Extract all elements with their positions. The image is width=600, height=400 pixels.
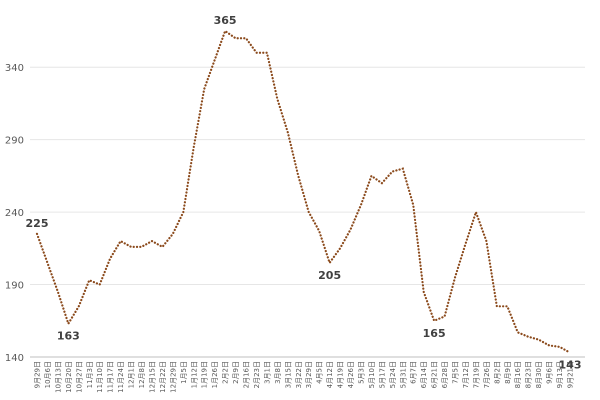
y-tick-label: 290 — [5, 136, 24, 147]
x-tick-label: 1月19日 — [201, 361, 209, 388]
data-label: 205 — [318, 269, 341, 282]
x-tick-label: 9月21日 — [567, 361, 575, 388]
x-tick-label: 9月29日 — [34, 361, 42, 388]
y-tick-label: 140 — [5, 353, 24, 364]
x-tick-label: 5月10日 — [368, 361, 376, 388]
x-tick-label: 2月9日 — [232, 361, 240, 384]
x-tick-label: 12月22日 — [159, 361, 167, 393]
x-tick-label: 6月21日 — [431, 361, 439, 388]
x-tick-label: 11月17日 — [107, 361, 115, 393]
x-tick-label: 12月15日 — [148, 361, 156, 393]
x-tick-label: 12月1日 — [128, 361, 136, 388]
x-tick-label: 3月8日 — [274, 361, 282, 384]
x-tick-label: 6月7日 — [410, 361, 418, 384]
x-tick-label: 3月15日 — [284, 361, 292, 388]
x-tick-label: 2月16日 — [243, 361, 251, 388]
x-tick-label: 3月1日 — [263, 361, 271, 384]
x-tick-label: 1月26日 — [211, 361, 219, 388]
x-tick-label: 7月19日 — [472, 361, 480, 388]
x-tick-label: 10月20日 — [65, 361, 73, 393]
x-tick-label: 7月26日 — [483, 361, 491, 388]
data-label: 225 — [26, 217, 49, 230]
x-tick-label: 5月24日 — [389, 361, 397, 388]
x-tick-label: 11月10日 — [96, 361, 104, 393]
x-tick-label: 4月26日 — [347, 361, 355, 388]
line — [35, 29, 572, 354]
y-tick-label: 240 — [5, 208, 24, 219]
x-tick-label: 6月28日 — [441, 361, 449, 388]
x-tick-label: 7月12日 — [462, 361, 470, 388]
data-label: 365 — [214, 14, 237, 27]
x-tick-label: 3月22日 — [295, 361, 303, 388]
data-label: 165 — [423, 327, 446, 340]
x-tick-label: 1月12日 — [190, 361, 198, 388]
x-tick-label: 4月19日 — [337, 361, 345, 388]
x-tick-label: 11月3日 — [86, 361, 94, 388]
x-tick-label: 1月5日 — [180, 361, 188, 384]
x-tick-label: 5月17日 — [378, 361, 386, 388]
x-tick-label: 8月9日 — [504, 361, 512, 384]
x-tick-label: 12月8日 — [138, 361, 146, 388]
data-label: 163 — [57, 330, 80, 343]
x-tick-label: 4月12日 — [326, 361, 334, 388]
x-tick-label: 2月2日 — [222, 361, 230, 384]
x-tick-label: 3月29日 — [305, 361, 313, 388]
x-tick-label: 9月6日 — [546, 361, 554, 384]
x-tick-label: 8月30日 — [535, 361, 543, 388]
data-label: 143 — [559, 359, 582, 372]
x-tick-label: 11月24日 — [117, 361, 125, 393]
x-tick-label: 9月13日 — [556, 361, 564, 388]
x-tick-label: 10月6日 — [44, 361, 52, 388]
x-tick-label: 8月23日 — [525, 361, 533, 388]
x-tick-label: 4月5日 — [316, 361, 324, 384]
x-tick-label: 8月2日 — [493, 361, 501, 384]
x-tick-label: 8月16日 — [514, 361, 522, 388]
x-tick-label: 7月5日 — [452, 361, 460, 384]
x-tick-label: 5月3日 — [357, 361, 365, 384]
x-tick-label: 12月29日 — [169, 361, 177, 393]
y-tick-label: 340 — [5, 63, 24, 74]
x-tick-label: 5月31日 — [399, 361, 407, 388]
x-tick-label: 2月23日 — [253, 361, 261, 388]
y-tick-label: 190 — [5, 281, 24, 292]
x-tick-label: 10月27日 — [75, 361, 83, 393]
x-tick-label: 10月13日 — [54, 361, 62, 393]
x-tick-label: 6月14日 — [420, 361, 428, 388]
